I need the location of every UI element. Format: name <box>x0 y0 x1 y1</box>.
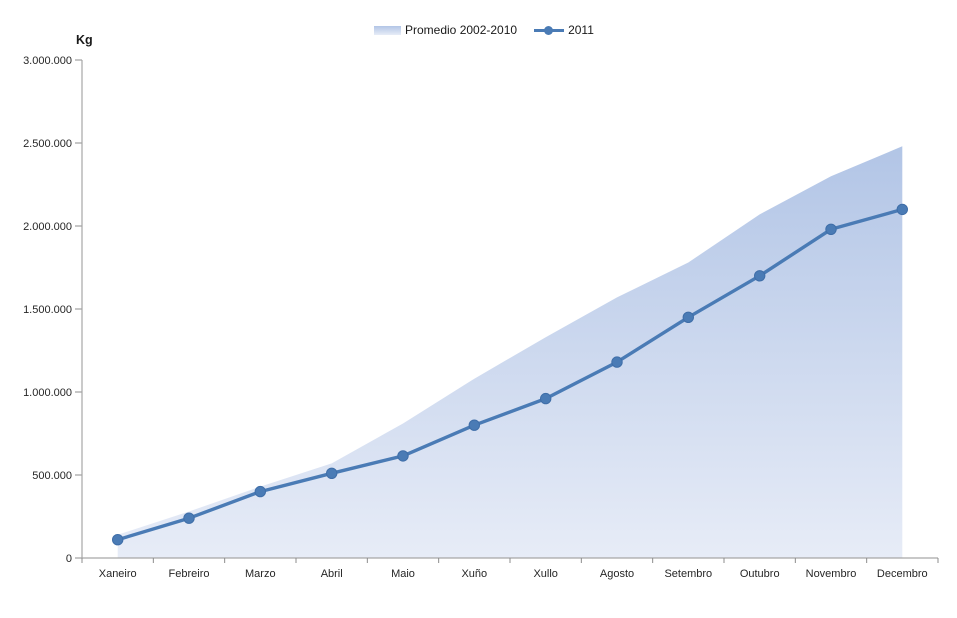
line-series-swatch-icon <box>534 25 565 35</box>
area-series-swatch-icon <box>374 25 401 35</box>
svg-text:Agosto: Agosto <box>600 568 634 580</box>
svg-text:1.000.000: 1.000.000 <box>23 387 72 399</box>
legend-label-promedio: Promedio 2002-2010 <box>405 23 518 37</box>
svg-text:3.000.000: 3.000.000 <box>23 55 72 67</box>
svg-text:Decembro: Decembro <box>877 568 928 580</box>
svg-text:Novembro: Novembro <box>806 568 857 580</box>
svg-text:2.000.000: 2.000.000 <box>23 221 72 233</box>
legend-label-2011: 2011 <box>568 23 594 37</box>
svg-text:Febreiro: Febreiro <box>169 568 210 580</box>
svg-text:0: 0 <box>66 553 72 565</box>
svg-text:Setembro: Setembro <box>664 568 712 580</box>
svg-text:500.000: 500.000 <box>32 470 72 482</box>
legend-item-promedio: Promedio 2002-2010 <box>374 23 517 37</box>
svg-text:Abril: Abril <box>321 568 343 580</box>
svg-text:1.500.000: 1.500.000 <box>23 304 72 316</box>
legend-item-2011: 2011 <box>534 23 594 37</box>
legend: Promedio 2002-2010 2011 <box>374 23 594 37</box>
svg-text:Xullo: Xullo <box>533 568 557 580</box>
svg-text:2.500.000: 2.500.000 <box>23 138 72 150</box>
line-marker-icon <box>544 25 554 35</box>
svg-text:Marzo: Marzo <box>245 568 276 580</box>
svg-text:Xuño: Xuño <box>461 568 487 580</box>
svg-text:Outubro: Outubro <box>740 568 780 580</box>
y-axis-title: Kg <box>76 33 93 47</box>
svg-text:Xaneiro: Xaneiro <box>99 568 137 580</box>
svg-text:Maio: Maio <box>391 568 415 580</box>
